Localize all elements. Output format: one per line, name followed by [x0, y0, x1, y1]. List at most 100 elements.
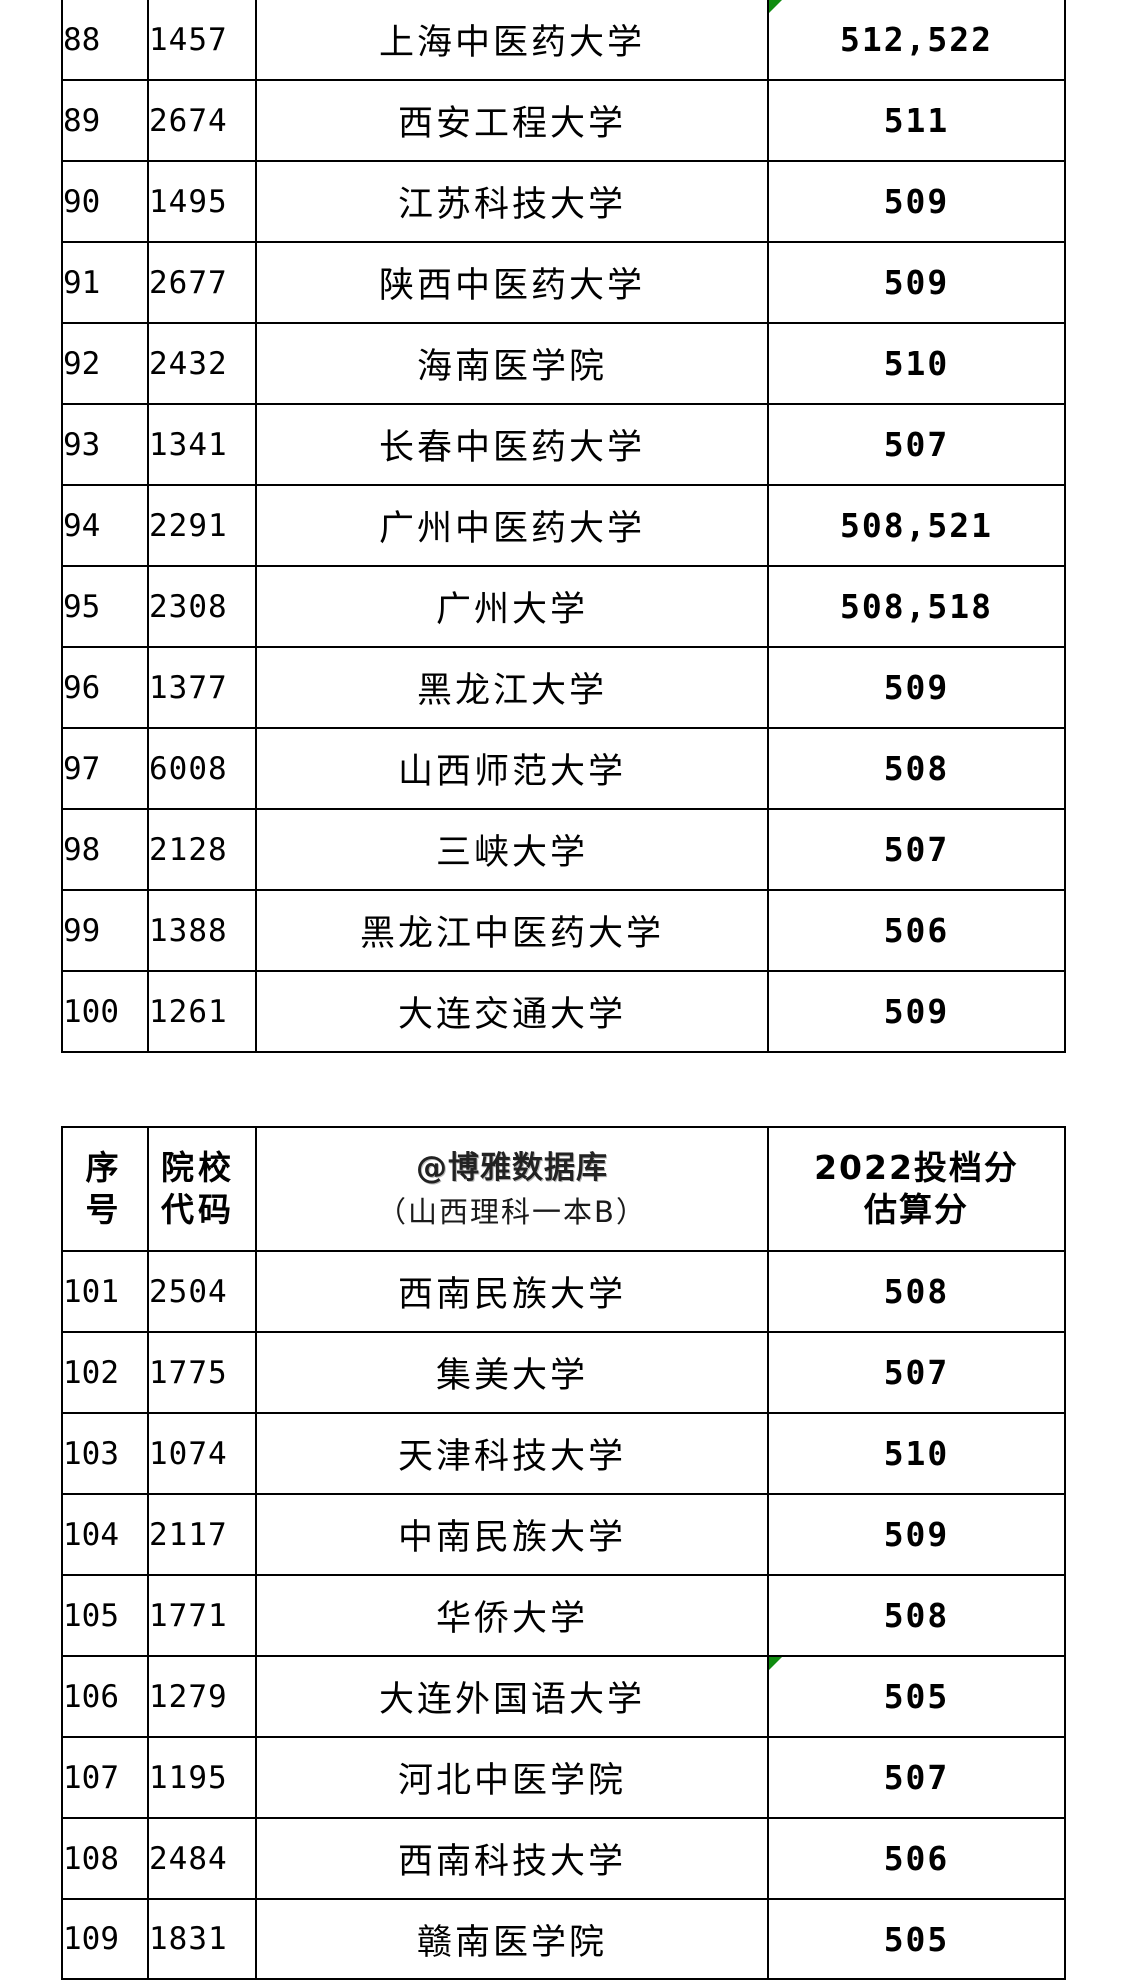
- table-row: 109 1831 赣南医学院 505: [61, 1898, 1066, 1980]
- school-code-cell: 1341: [147, 403, 257, 486]
- school-code-cell: 1775: [147, 1331, 257, 1414]
- table-row: 89 2674 西安工程大学 511: [61, 79, 1066, 162]
- table-row: 103 1074 天津科技大学 510: [61, 1412, 1066, 1495]
- table-row: 96 1377 黑龙江大学 509: [61, 646, 1066, 729]
- rank-cell: 98: [61, 808, 149, 891]
- score-cell: 507: [767, 1736, 1066, 1819]
- school-code-cell: 1195: [147, 1736, 257, 1819]
- school-code-cell: 1457: [147, 0, 257, 81]
- header-score: 2022投档分 估算分: [767, 1126, 1066, 1252]
- score-cell: 509: [767, 970, 1066, 1053]
- rank-cell: 93: [61, 403, 149, 486]
- header-score-line2: 估算分: [864, 1190, 969, 1229]
- score-cell: 508: [767, 727, 1066, 810]
- table-row: 91 2677 陕西中医药大学 509: [61, 241, 1066, 324]
- brand-watermark: @博雅数据库: [416, 1150, 608, 1186]
- school-code-cell: 1771: [147, 1574, 257, 1657]
- school-name-cell: 西南民族大学: [255, 1250, 769, 1333]
- cell-comment-flag: [770, 1, 782, 13]
- school-name-cell: 山西师范大学: [255, 727, 769, 810]
- school-code-cell: 2484: [147, 1817, 257, 1900]
- rank-cell: 103: [61, 1412, 149, 1495]
- school-code-cell: 2677: [147, 241, 257, 324]
- score-cell: 509: [767, 241, 1066, 324]
- table-body: 序 号 院校 代码 @博雅数据库 （山西理科一本B） 2022投档分: [61, 1126, 1066, 1980]
- table-row: 105 1771 华侨大学 508: [61, 1574, 1066, 1657]
- school-code-cell: 6008: [147, 727, 257, 810]
- rank-cell: 104: [61, 1493, 149, 1576]
- school-name-cell: 黑龙江中医药大学: [255, 889, 769, 972]
- rank-cell: 100: [61, 970, 149, 1053]
- school-name-cell: 西南科技大学: [255, 1817, 769, 1900]
- rank-cell: 92: [61, 322, 149, 405]
- admission-table-part-2: 序 号 院校 代码 @博雅数据库 （山西理科一本B） 2022投档分: [61, 1126, 1066, 1980]
- score-cell: 506: [767, 889, 1066, 972]
- score-cell: 506: [767, 1817, 1066, 1900]
- score-cell: 508,518: [767, 565, 1066, 648]
- school-code-cell: 1495: [147, 160, 257, 243]
- score-cell: 505: [767, 1898, 1066, 1980]
- school-name-cell: 上海中医药大学: [255, 0, 769, 81]
- table-row: 101 2504 西南民族大学 508: [61, 1250, 1066, 1333]
- score-cell: 505: [767, 1655, 1066, 1738]
- header-rank: 序 号: [61, 1126, 149, 1252]
- rank-cell: 109: [61, 1898, 149, 1980]
- header-brand: @博雅数据库 （山西理科一本B）: [255, 1126, 769, 1252]
- score-cell: 511: [767, 79, 1066, 162]
- table-row: 107 1195 河北中医学院 507: [61, 1736, 1066, 1819]
- school-name-cell: 海南医学院: [255, 322, 769, 405]
- rank-cell: 102: [61, 1331, 149, 1414]
- header-rank-line1: 序: [85, 1148, 125, 1187]
- school-name-cell: 赣南医学院: [255, 1898, 769, 1980]
- school-code-cell: 2128: [147, 808, 257, 891]
- table-header-row: 序 号 院校 代码 @博雅数据库 （山西理科一本B） 2022投档分: [61, 1126, 1066, 1252]
- rank-cell: 94: [61, 484, 149, 567]
- school-code-cell: 1388: [147, 889, 257, 972]
- score-cell: 509: [767, 646, 1066, 729]
- school-code-cell: 1261: [147, 970, 257, 1053]
- rank-cell: 91: [61, 241, 149, 324]
- admission-table-part-1: 88 1457 上海中医药大学 512,522 89 2674 西安工程大学 511 90 149…: [61, 0, 1066, 1053]
- rank-cell: 107: [61, 1736, 149, 1819]
- school-name-cell: 河北中医学院: [255, 1736, 769, 1819]
- table-row: 99 1388 黑龙江中医药大学 506: [61, 889, 1066, 972]
- table-row: 106 1279 大连外国语大学 505: [61, 1655, 1066, 1738]
- school-name-cell: 黑龙江大学: [255, 646, 769, 729]
- school-code-cell: 1377: [147, 646, 257, 729]
- rank-cell: 97: [61, 727, 149, 810]
- school-name-cell: 江苏科技大学: [255, 160, 769, 243]
- rank-cell: 101: [61, 1250, 149, 1333]
- score-cell: 508: [767, 1574, 1066, 1657]
- school-name-cell: 大连外国语大学: [255, 1655, 769, 1738]
- school-code-cell: 2504: [147, 1250, 257, 1333]
- school-name-cell: 大连交通大学: [255, 970, 769, 1053]
- score-cell: 509: [767, 160, 1066, 243]
- school-code-cell: 1279: [147, 1655, 257, 1738]
- table-row: 102 1775 集美大学 507: [61, 1331, 1066, 1414]
- score-cell: 507: [767, 808, 1066, 891]
- header-rank-line2: 号: [85, 1190, 125, 1229]
- school-code-cell: 2432: [147, 322, 257, 405]
- score-cell: 510: [767, 1412, 1066, 1495]
- school-name-cell: 中南民族大学: [255, 1493, 769, 1576]
- score-cell: 507: [767, 403, 1066, 486]
- rank-cell: 108: [61, 1817, 149, 1900]
- school-name-cell: 三峡大学: [255, 808, 769, 891]
- rank-cell: 95: [61, 565, 149, 648]
- school-code-cell: 2291: [147, 484, 257, 567]
- table-row: 95 2308 广州大学 508,518: [61, 565, 1066, 648]
- school-name-cell: 广州大学: [255, 565, 769, 648]
- table-row: 98 2128 三峡大学 507: [61, 808, 1066, 891]
- score-cell: 512,522: [767, 0, 1066, 81]
- school-name-cell: 西安工程大学: [255, 79, 769, 162]
- table-row: 97 6008 山西师范大学 508: [61, 727, 1066, 810]
- header-score-line1: 2022投档分: [814, 1148, 1019, 1187]
- school-name-cell: 长春中医药大学: [255, 403, 769, 486]
- score-cell: 508: [767, 1250, 1066, 1333]
- table-row: 108 2484 西南科技大学 506: [61, 1817, 1066, 1900]
- table-row: 92 2432 海南医学院 510: [61, 322, 1066, 405]
- table-row: 104 2117 中南民族大学 509: [61, 1493, 1066, 1576]
- score-cell: 507: [767, 1331, 1066, 1414]
- table-row: 90 1495 江苏科技大学 509: [61, 160, 1066, 243]
- school-code-cell: 2308: [147, 565, 257, 648]
